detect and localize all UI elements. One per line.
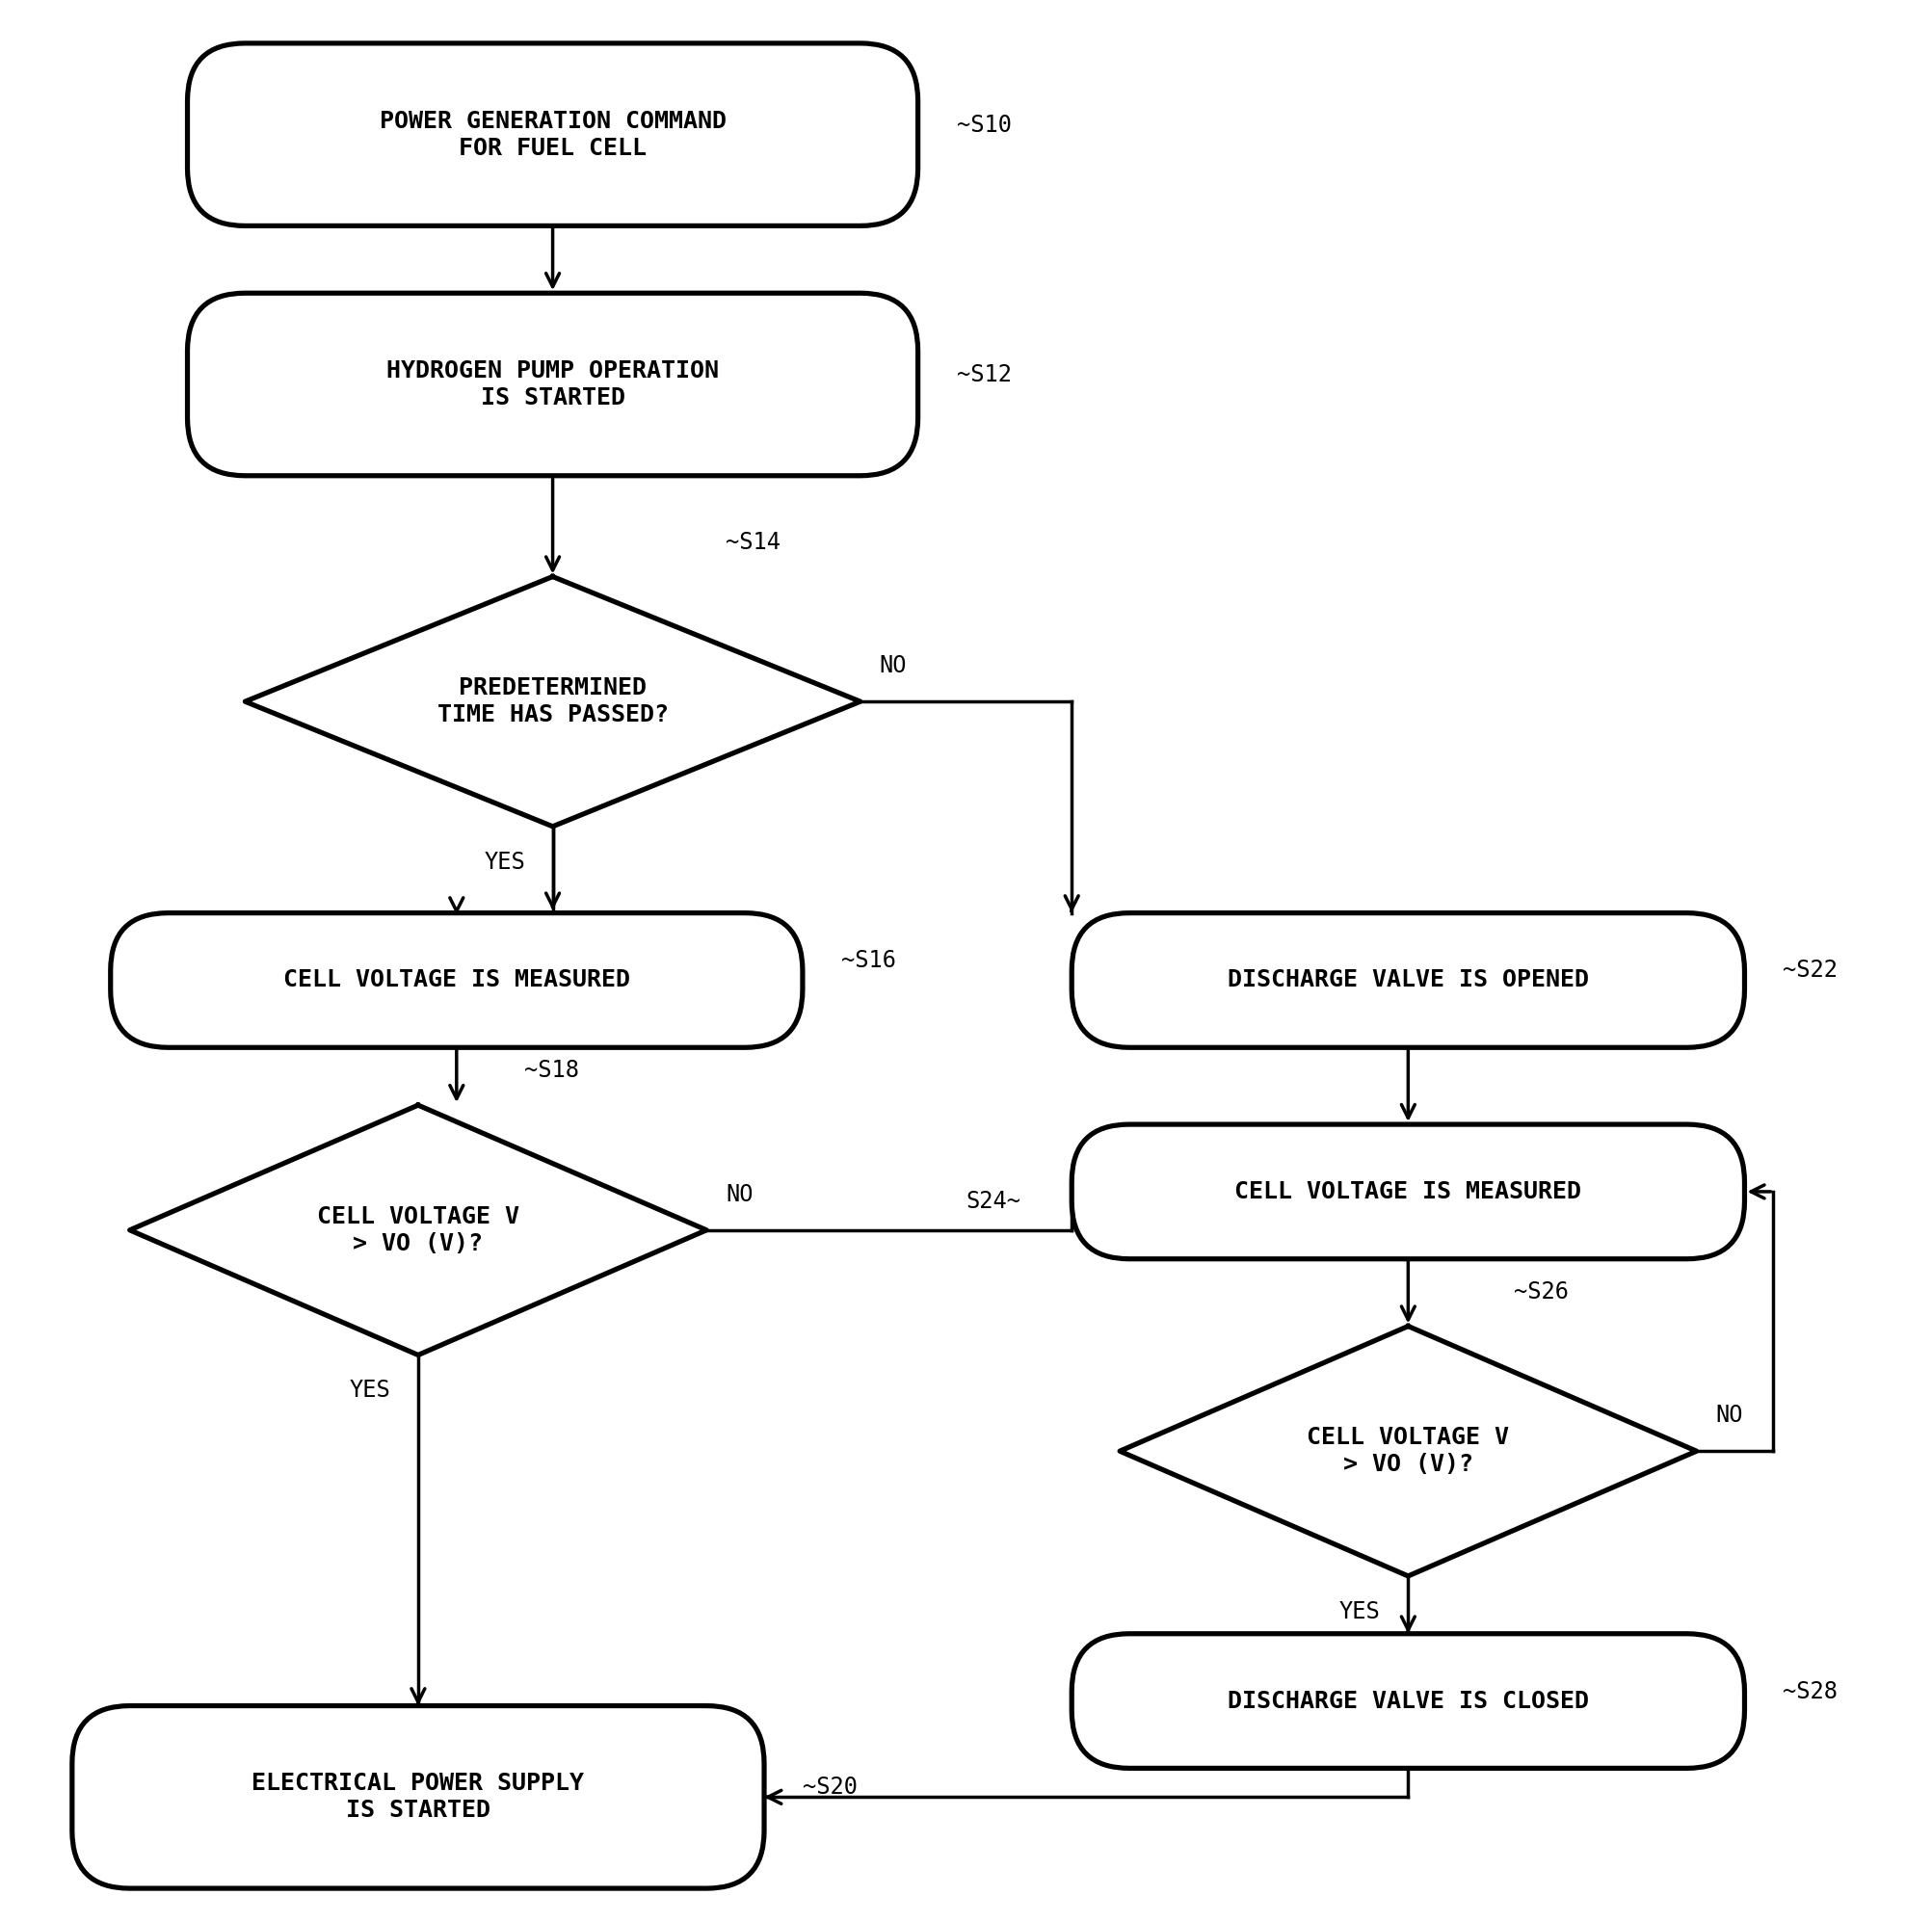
- Text: ~S28: ~S28: [1783, 1680, 1837, 1703]
- Text: S24~: S24~: [966, 1190, 1020, 1213]
- Text: YES: YES: [485, 850, 526, 875]
- Text: ~S18: ~S18: [524, 1059, 580, 1082]
- Polygon shape: [245, 577, 860, 826]
- Text: ~S26: ~S26: [1515, 1280, 1569, 1303]
- Polygon shape: [129, 1105, 707, 1355]
- Text: POWER GENERATION COMMAND
FOR FUEL CELL: POWER GENERATION COMMAND FOR FUEL CELL: [379, 110, 726, 160]
- FancyBboxPatch shape: [1072, 1124, 1745, 1259]
- Text: CELL VOLTAGE V
> VO (V)?: CELL VOLTAGE V > VO (V)?: [1306, 1426, 1509, 1476]
- Text: ~S20: ~S20: [802, 1776, 858, 1799]
- Text: ~S16: ~S16: [840, 949, 896, 973]
- FancyBboxPatch shape: [1072, 1634, 1745, 1768]
- Text: CELL VOLTAGE IS MEASURED: CELL VOLTAGE IS MEASURED: [1235, 1180, 1582, 1203]
- Text: NO: NO: [726, 1182, 753, 1207]
- Text: CELL VOLTAGE IS MEASURED: CELL VOLTAGE IS MEASURED: [284, 969, 630, 992]
- Polygon shape: [1121, 1326, 1696, 1576]
- Text: ~S22: ~S22: [1783, 959, 1837, 982]
- FancyBboxPatch shape: [187, 42, 918, 225]
- Text: HYDROGEN PUMP OPERATION
IS STARTED: HYDROGEN PUMP OPERATION IS STARTED: [386, 359, 719, 409]
- Text: YES: YES: [350, 1378, 390, 1403]
- FancyBboxPatch shape: [71, 1707, 765, 1887]
- Text: ~S14: ~S14: [726, 530, 781, 554]
- Text: DISCHARGE VALVE IS CLOSED: DISCHARGE VALVE IS CLOSED: [1227, 1689, 1588, 1713]
- Text: PREDETERMINED
TIME HAS PASSED?: PREDETERMINED TIME HAS PASSED?: [437, 677, 668, 727]
- Text: DISCHARGE VALVE IS OPENED: DISCHARGE VALVE IS OPENED: [1227, 969, 1588, 992]
- Text: ELECTRICAL POWER SUPPLY
IS STARTED: ELECTRICAL POWER SUPPLY IS STARTED: [251, 1772, 583, 1822]
- Text: NO: NO: [1716, 1403, 1743, 1428]
- Text: NO: NO: [879, 653, 906, 678]
- Text: YES: YES: [1339, 1599, 1381, 1624]
- FancyBboxPatch shape: [110, 913, 802, 1047]
- Text: ~S10: ~S10: [956, 113, 1010, 136]
- FancyBboxPatch shape: [1072, 913, 1745, 1047]
- Text: ~S12: ~S12: [956, 363, 1010, 386]
- FancyBboxPatch shape: [187, 292, 918, 475]
- Text: CELL VOLTAGE V
> VO (V)?: CELL VOLTAGE V > VO (V)?: [317, 1205, 520, 1255]
